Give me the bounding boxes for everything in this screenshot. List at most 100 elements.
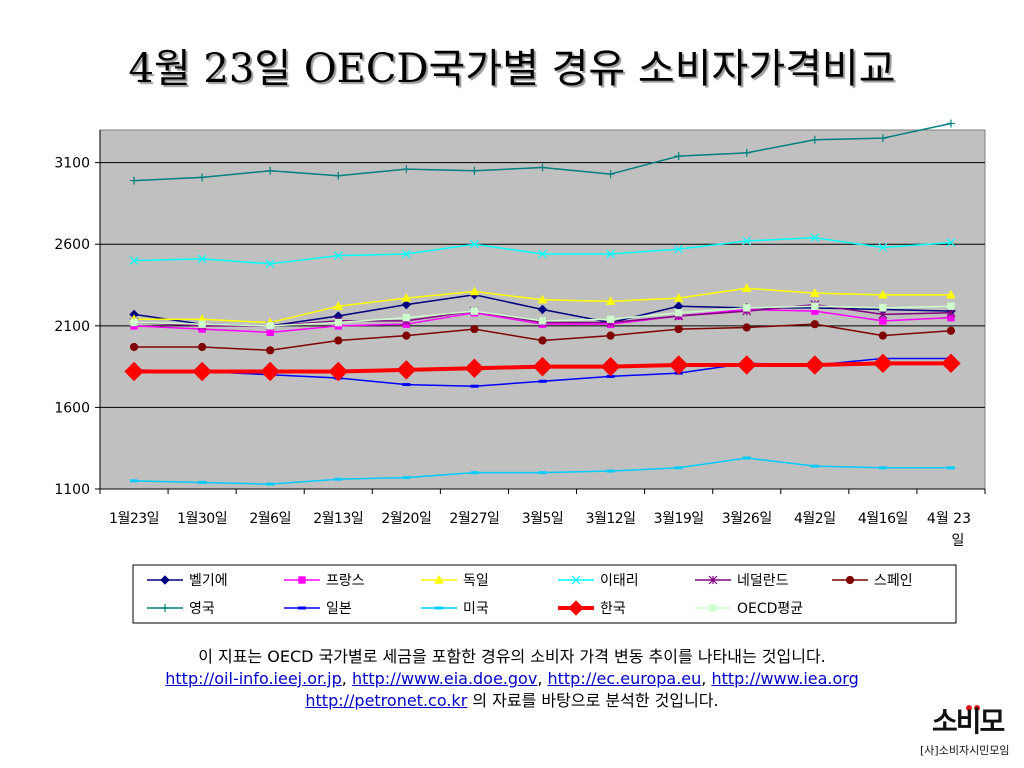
legend-marker [708,575,718,585]
legend-item: 한국 [558,600,626,617]
source-link-ec[interactable]: http://ec.europa.eu [547,669,702,688]
data-point [470,384,479,388]
legend-marker [160,575,170,585]
legend-item: 영국 [147,601,215,617]
data-point [605,296,616,306]
data-point [197,254,207,264]
legend-marker [298,606,306,610]
data-point [946,326,956,335]
legend-label: 벨기에 [189,573,228,589]
data-point [538,336,547,345]
x-tick-label: 3월19일 [654,511,704,527]
data-point [198,342,207,352]
page-title: 4월 23일 OECD국가별 경유 소비자가격비교 [128,46,896,92]
data-point [606,315,615,323]
data-point [470,166,479,175]
legend-label: 이태리 [600,573,639,589]
source-link-ieej[interactable]: http://oil-info.ieej.or.jp [165,669,342,688]
data-point [130,318,138,327]
legend-label: 스페인 [874,573,913,589]
data-point [946,289,956,299]
data-point [401,249,411,259]
y-tick-label: 2600 [54,237,90,253]
legend-item: 일본 [284,601,352,617]
data-point [737,355,757,375]
legend-item: 미국 [421,601,489,617]
source-link-iea[interactable]: http://www.iea.org [711,669,859,688]
logo-dots [966,696,982,715]
data-point [532,356,553,377]
series-6 [130,119,955,185]
source-link-petronet[interactable]: http://petronet.co.kr [305,691,468,710]
y-tick-label: 2100 [54,319,90,335]
data-point [334,336,343,345]
legend-box [132,564,957,624]
data-point [673,293,684,302]
data-point [674,244,684,254]
caption-links: http://oil-info.ieej.or.jp, http://www.e… [165,669,859,688]
data-point [674,309,683,317]
y-tick-label: 3100 [54,156,90,172]
data-point [674,466,683,470]
data-point [198,320,206,328]
x-tick-label: 1월23일 [109,511,159,527]
x-tick-label: 3월5일 [522,511,564,527]
data-point [334,171,343,180]
series-3 [129,233,956,269]
data-point [402,165,411,174]
data-point [130,479,139,483]
data-point [333,301,344,310]
legend-item: 이태리 [558,573,639,589]
legend-marker [568,600,584,616]
data-point [402,476,411,480]
y-tick-label: 1600 [54,400,90,416]
data-point [198,480,207,484]
legend-item: 스페인 [832,573,913,589]
legend-label: 한국 [600,601,626,617]
data-point [266,328,274,337]
x-tick-label: 2월6일 [249,511,291,527]
data-point [130,176,139,185]
series-10 [130,302,955,330]
data-point [742,323,751,332]
data-point [538,317,547,325]
data-point [124,361,144,382]
series-8 [130,456,955,486]
data-point [743,304,751,312]
legend-label: 일본 [326,601,352,617]
data-point [810,233,820,243]
data-point [538,249,547,259]
x-tick-label: 3월12일 [586,511,636,527]
caption: 이 지표는 OECD 국가별로 세금을 포함한 경유의 소비자 가격 변동 추이… [0,646,1024,712]
organization-logo: 소비모 [사]소비자시민모임 [918,700,1018,762]
data-point [402,383,411,387]
legend-label: OECD평균 [737,601,803,617]
data-point [742,456,751,460]
data-point [192,361,212,382]
data-point [810,320,819,329]
data-point [328,361,348,382]
data-point [129,342,139,352]
x-tick-label-wrap: 일 [952,533,965,549]
data-point [741,283,752,292]
data-point [333,251,343,261]
logo-name: [사]소비자시민모임 [920,744,1010,757]
source-link-eia[interactable]: http://www.eia.doe.gov [351,669,538,688]
data-point [470,324,479,334]
data-point [606,170,615,179]
x-tick-label: 4월2일 [794,511,836,527]
data-point [947,302,955,310]
data-point [878,243,888,252]
data-point [401,293,412,302]
data-point [878,331,887,340]
legend-marker [709,604,717,612]
data-point [805,355,825,375]
data-point [469,286,480,296]
data-point [538,379,547,383]
legend-marker [435,606,443,610]
data-point [266,166,275,175]
data-point [260,361,280,382]
data-point [946,466,955,470]
data-point [464,358,485,378]
x-tick-label: 2월27일 [449,511,499,527]
